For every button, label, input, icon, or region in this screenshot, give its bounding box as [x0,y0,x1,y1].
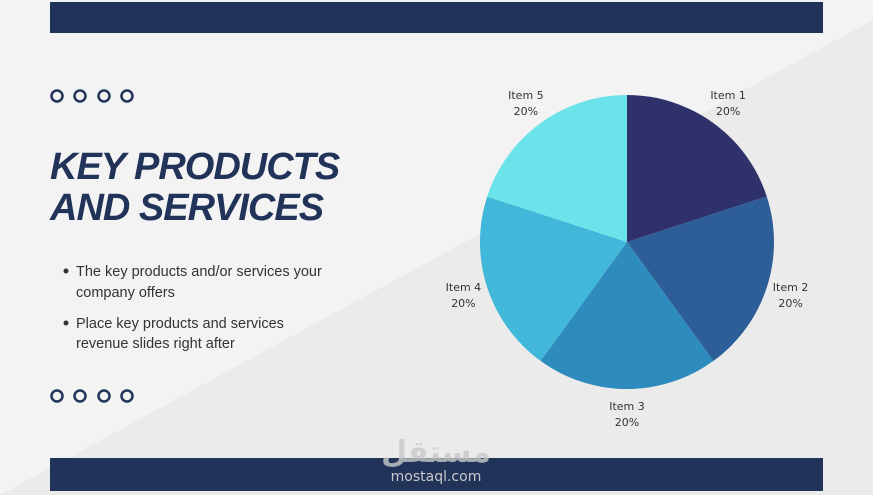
pie-slice [540,242,714,389]
slice-value: 20% [716,105,740,118]
dots [50,89,134,403]
title: AND SERVICES [49,187,324,229]
pie-slice [627,95,767,242]
bullet-text: revenue slides right after [76,336,235,352]
slice-label: Item 3 [609,400,645,413]
top-bar [50,2,823,33]
pie-slice [480,196,627,361]
bullet-text: The key products and/or services your [76,264,322,280]
slice-label: Item 5 [508,89,544,102]
slice-label: Item 2 [773,281,809,294]
slice-value: 20% [451,297,475,310]
bottom-bar [50,458,823,491]
pie-slice [487,95,627,242]
bullet-dot [63,268,69,274]
slice-label: Item 4 [446,281,482,294]
slice-value: 20% [514,105,538,118]
pie-chart: Item 1 20% Item 2 20% Item 3 20% Item 4 20% Item… [446,89,809,429]
slice-value: 20% [615,416,639,429]
bullet-text: Place key products and services [76,316,284,332]
watermark: مستقل [381,435,491,470]
pie-slice [627,196,775,361]
bullet-dot [63,320,69,326]
title: KEY PRODUCTS [50,146,340,188]
watermark: mostaql.com [391,469,482,485]
slice-value: 20% [778,297,802,310]
slice-label: Item 1 [710,89,746,102]
bullet-text: company offers [76,285,175,301]
